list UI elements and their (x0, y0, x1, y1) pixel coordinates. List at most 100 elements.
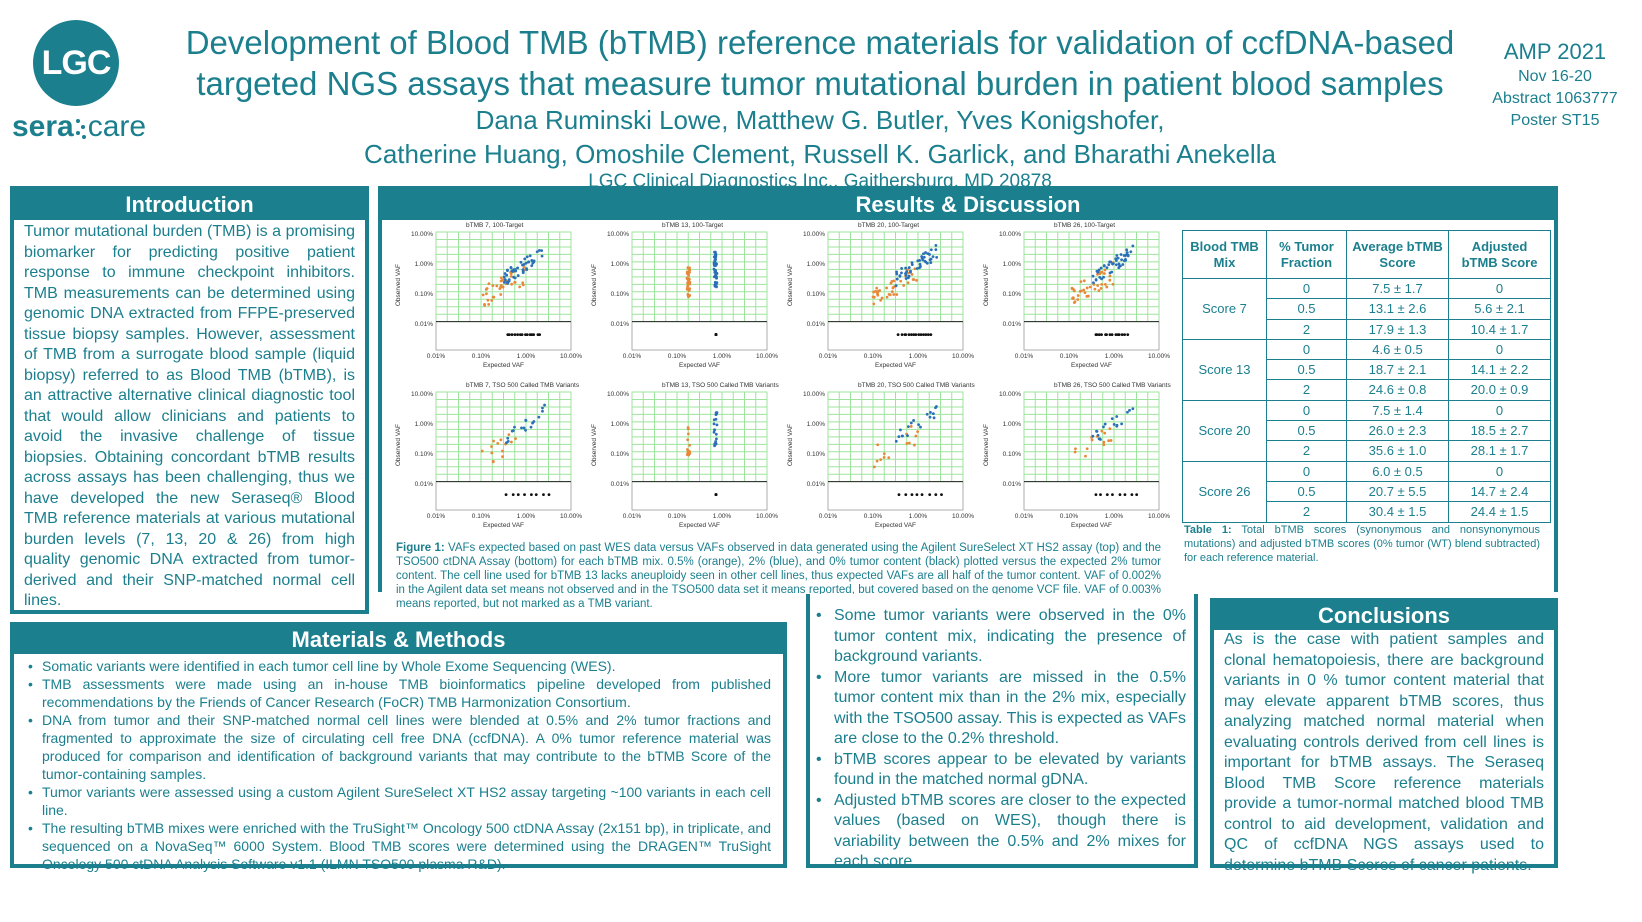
orange-point (687, 280, 691, 284)
y-tick-label: 0.10% (1003, 291, 1022, 298)
orange-point (891, 286, 895, 290)
y-tick-label: 0.01% (415, 321, 434, 328)
blue-point (531, 421, 534, 425)
y-tick-label: 0.10% (611, 291, 630, 298)
orange-point (916, 430, 920, 434)
plot-svg: bTMB 26, TSO 500 Called TMB Variants 10.0… (983, 382, 1171, 529)
table-cell: 7.5 ± 1.4 (1346, 399, 1449, 422)
orange-point (1088, 285, 1092, 289)
x-axis-label: Expected VAF (875, 522, 916, 529)
table-cell: 0.5 (1266, 480, 1347, 503)
y-tick-label: 0.10% (611, 451, 630, 458)
blue-point (929, 261, 933, 264)
blue-point (925, 412, 929, 416)
x-axis-label: Expected VAF (483, 362, 524, 369)
introduction-panel: Introduction Tumor mutational burden (TM… (10, 186, 369, 614)
blue-point (715, 412, 719, 416)
blue-point (525, 255, 529, 259)
blue-point (1120, 258, 1123, 262)
orange-point (686, 426, 690, 429)
blue-point (895, 277, 899, 281)
orange-point (485, 287, 489, 290)
plot-svg: bTMB 13, TSO 500 Called TMB Variants 10.0… (591, 382, 779, 529)
orange-point (1096, 284, 1100, 287)
blue-point (535, 250, 539, 254)
plot-svg: bTMB 7, TSO 500 Called TMB Variants 10.00… (395, 382, 582, 529)
introduction-text: Tumor mutational burden (TMB) is a promi… (24, 223, 355, 609)
blue-point (502, 280, 506, 284)
table-cell: 18.5 ± 2.7 (1448, 420, 1551, 442)
orange-point (687, 450, 690, 453)
blue-point (1110, 417, 1114, 421)
orange-point (1079, 280, 1083, 284)
blue-point (1129, 250, 1133, 254)
orange-point (1102, 440, 1106, 444)
black-point (532, 333, 536, 337)
orange-point (1100, 282, 1104, 286)
blue-point (1114, 263, 1118, 267)
x-tick-label: 10.00% (756, 353, 778, 360)
blue-point (1091, 274, 1095, 278)
y-tick-label: 10.00% (607, 231, 629, 238)
y-tick-label: 1.00% (807, 421, 826, 428)
orange-point (1090, 438, 1094, 442)
black-point (926, 333, 930, 337)
orange-point (899, 279, 903, 283)
orange-point (509, 274, 513, 278)
x-tick-label: 0.10% (864, 513, 883, 520)
blue-point (510, 429, 514, 433)
blue-point (512, 275, 516, 279)
black-point (1120, 333, 1124, 337)
black-point (904, 493, 908, 497)
orange-point (1109, 439, 1113, 442)
orange-point (481, 293, 485, 297)
table-header: Adjusted bTMB Score (1448, 230, 1551, 279)
y-tick-label: 0.10% (1003, 451, 1022, 458)
y-tick-label: 1.00% (611, 421, 630, 428)
orange-point (480, 449, 484, 453)
blue-point (1099, 438, 1102, 441)
table-cell: 4.6 ± 0.5 (1346, 338, 1449, 361)
blue-point (1119, 264, 1122, 268)
y-tick-label: 10.00% (411, 391, 433, 398)
orange-point (882, 452, 886, 456)
table-cell: 2 (1266, 440, 1347, 462)
blue-point (1107, 263, 1111, 267)
discussion-item: bTMB scores appear to be elevated by var… (812, 750, 1186, 791)
orange-point (501, 455, 504, 458)
blue-point (897, 435, 901, 439)
plot-title: bTMB 20, 100-Target (858, 222, 919, 229)
x-axis-label: Expected VAF (679, 522, 720, 529)
blue-point (505, 273, 509, 277)
blue-point (712, 261, 716, 265)
y-axis-label: Observed VAF (591, 264, 598, 306)
blue-point (506, 269, 509, 273)
blue-point (1098, 275, 1102, 279)
orange-point (490, 299, 494, 302)
orange-point (890, 290, 894, 294)
blue-point (1099, 266, 1103, 270)
table-cell: 0 (1448, 399, 1551, 422)
blue-point (909, 421, 913, 425)
conference-info: AMP 2021 Nov 16-20 Abstract 1063777 Post… (1480, 38, 1630, 132)
blue-point (1102, 264, 1106, 268)
orange-point (521, 281, 525, 285)
orange-point (688, 268, 692, 272)
table-header: % Tumor Fraction (1266, 230, 1347, 279)
orange-point (889, 281, 893, 285)
black-point (904, 333, 908, 337)
x-tick-label: 0.01% (623, 353, 642, 360)
y-tick-label: 10.00% (607, 391, 629, 398)
blue-point (907, 425, 910, 429)
blue-point (1095, 429, 1099, 433)
table-cell: 0 (1266, 460, 1347, 482)
x-tick-label: 0.10% (472, 353, 491, 360)
table-header-row: Blood TMB Mix % Tumor Fraction Average b… (1182, 230, 1551, 279)
black-point (920, 493, 924, 497)
orange-point (1083, 291, 1087, 295)
table-cell-mix: Score 7 (1182, 278, 1267, 340)
black-point (917, 333, 921, 337)
orange-point (510, 282, 514, 286)
blue-point (926, 252, 930, 256)
blue-point (541, 406, 544, 410)
